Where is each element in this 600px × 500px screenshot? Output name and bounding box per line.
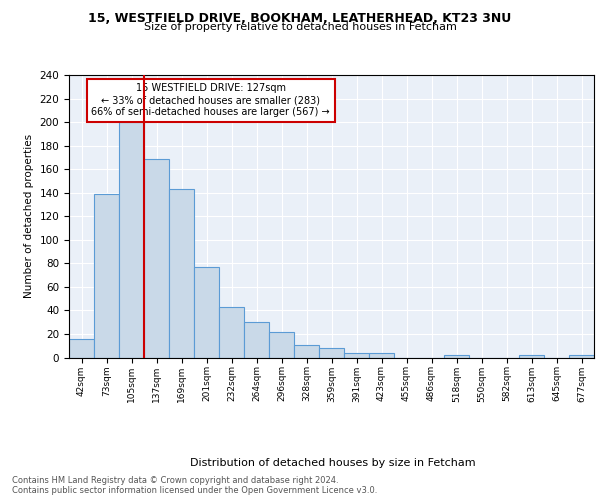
Bar: [444, 355, 469, 358]
Bar: [344, 353, 369, 358]
Bar: [294, 344, 319, 358]
Text: Size of property relative to detached houses in Fetcham: Size of property relative to detached ho…: [143, 22, 457, 32]
Bar: [144, 158, 169, 358]
Bar: [194, 267, 219, 358]
Bar: [244, 322, 269, 358]
Bar: [219, 307, 244, 358]
Bar: [269, 332, 294, 357]
Text: 15 WESTFIELD DRIVE: 127sqm
← 33% of detached houses are smaller (283)
66% of sem: 15 WESTFIELD DRIVE: 127sqm ← 33% of deta…: [91, 84, 330, 116]
Bar: [569, 355, 594, 358]
Text: 15, WESTFIELD DRIVE, BOOKHAM, LEATHERHEAD, KT23 3NU: 15, WESTFIELD DRIVE, BOOKHAM, LEATHERHEA…: [88, 12, 512, 26]
Text: Contains HM Land Registry data © Crown copyright and database right 2024.
Contai: Contains HM Land Registry data © Crown c…: [12, 476, 377, 495]
Bar: [519, 355, 544, 358]
Text: Distribution of detached houses by size in Fetcham: Distribution of detached houses by size …: [190, 458, 476, 468]
Bar: [119, 122, 144, 358]
Bar: [94, 194, 119, 358]
Y-axis label: Number of detached properties: Number of detached properties: [24, 134, 34, 298]
Bar: [369, 353, 394, 358]
Bar: [169, 189, 194, 358]
Bar: [69, 338, 94, 357]
Bar: [319, 348, 344, 358]
